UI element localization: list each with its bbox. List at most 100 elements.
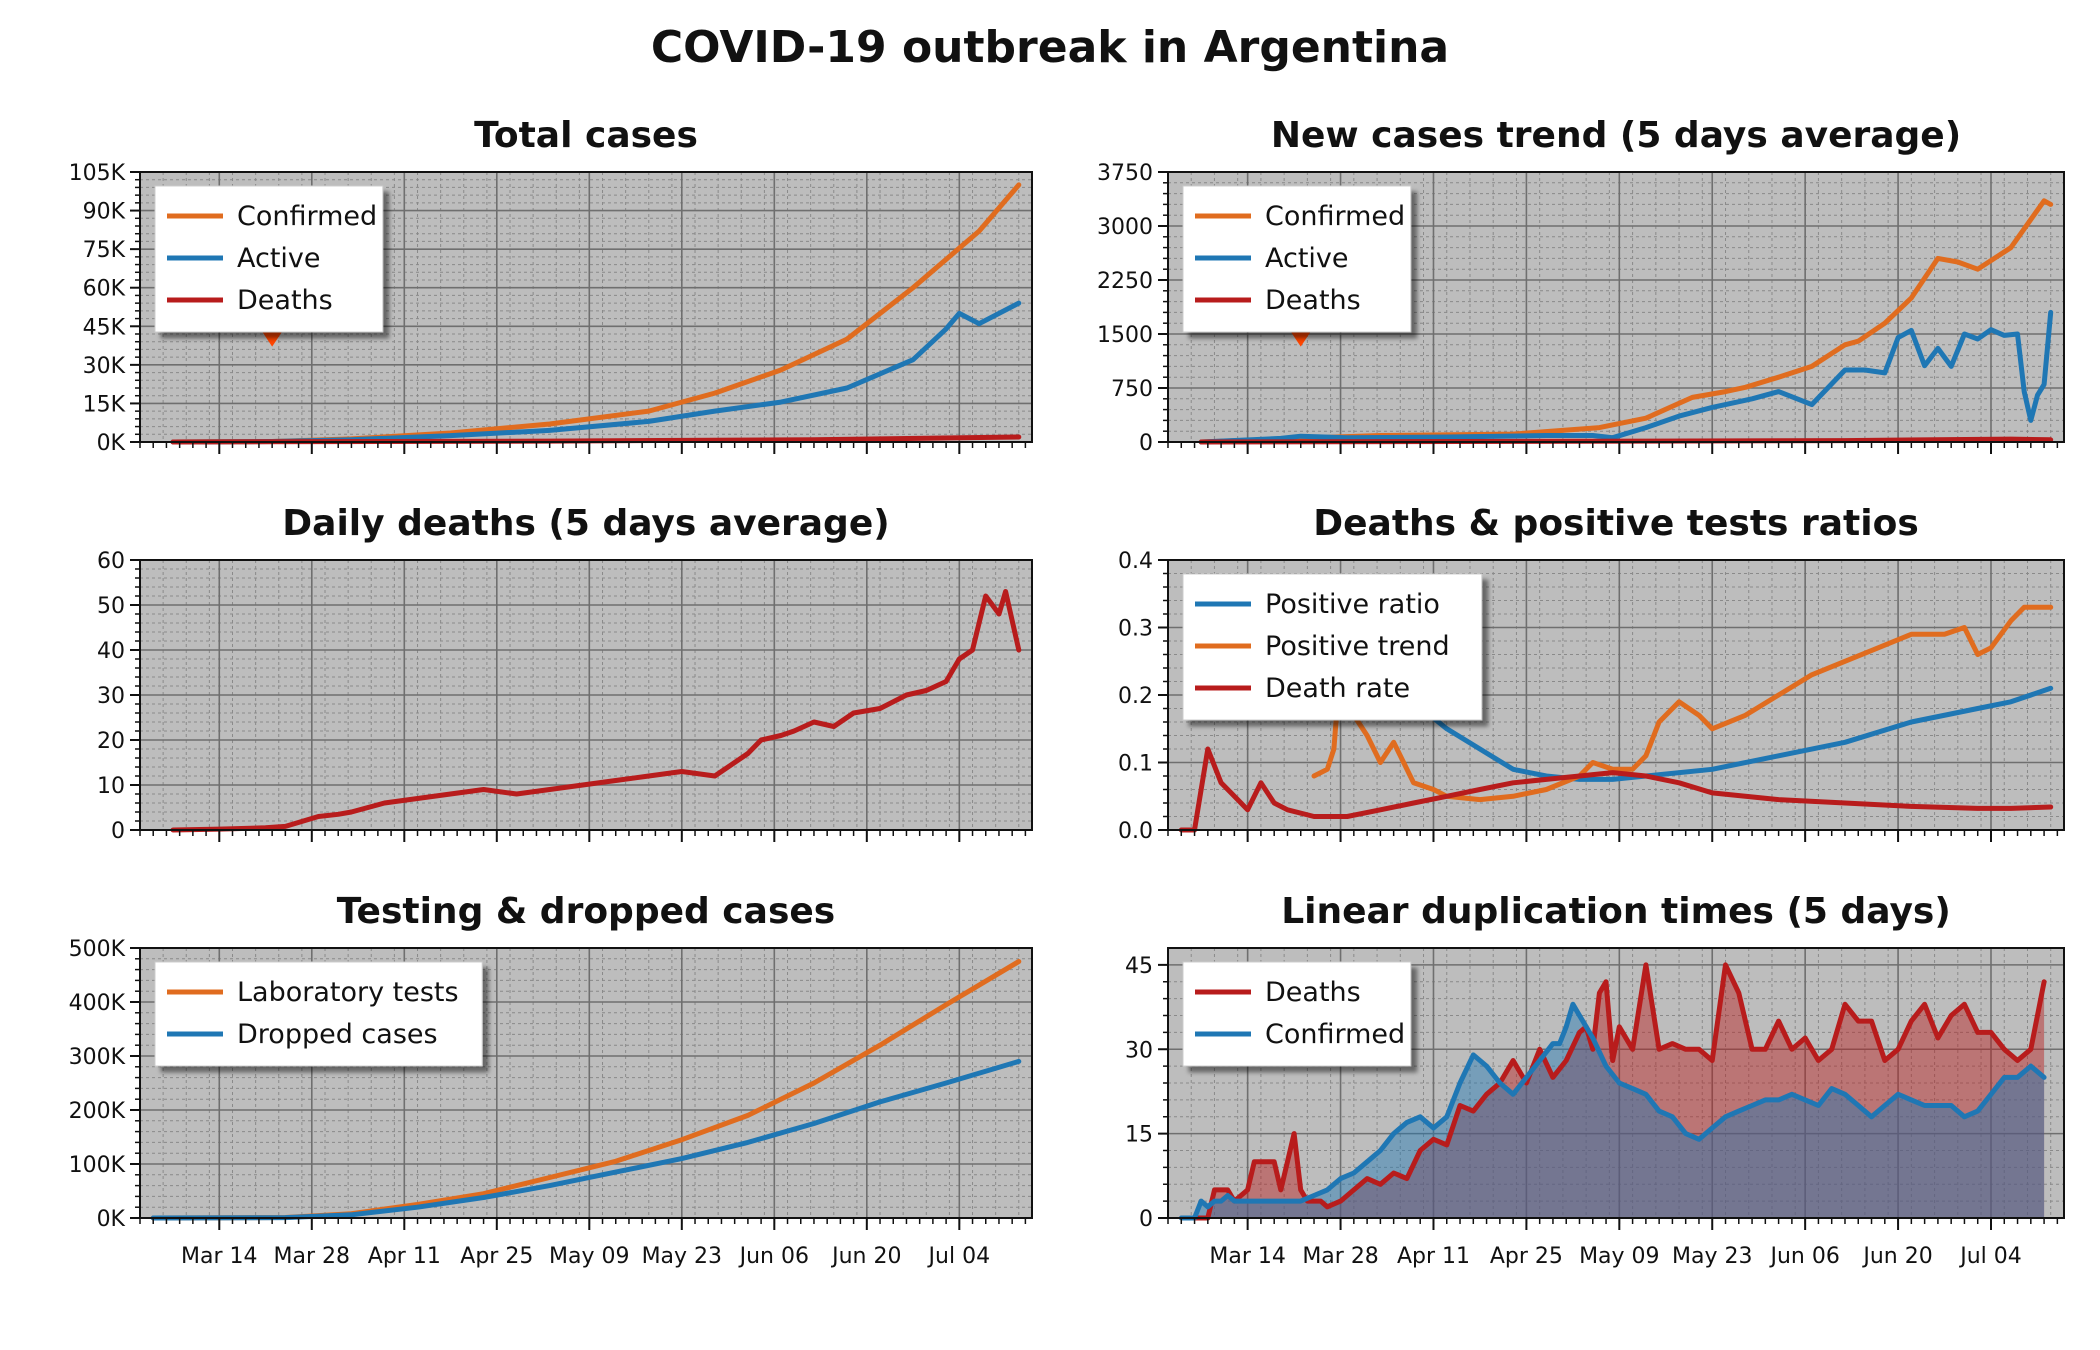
panel-total: 0K 15K 30K 45K 60K 75K 90K 105K Total cases Confi… xyxy=(69,115,1033,456)
panel-dailydeaths: 0 10 20 30 40 50 60 Daily deaths (5 days averag… xyxy=(97,503,1033,844)
y-tick-label: 60K xyxy=(83,277,126,302)
legend-label: Death rate xyxy=(1265,673,1410,704)
plot-frame xyxy=(139,171,1033,443)
legend-label: Positive ratio xyxy=(1265,589,1440,620)
y-tick-label: 90K xyxy=(83,200,126,225)
y-tick-label: 0.4 xyxy=(1118,549,1153,574)
x-tick-label: Apr 25 xyxy=(460,1244,533,1269)
series-line-dropped-cases xyxy=(150,1058,1022,1221)
panel-duplication: 0 15 30 45 Mar 14 Mar 28 Apr 11 Apr 25 May 09 May… xyxy=(1125,891,2065,1269)
y-tick-label: 0 xyxy=(1139,1207,1153,1232)
legend-box xyxy=(1182,961,1412,1067)
y-tick-label: 75K xyxy=(83,238,126,263)
series-line-deaths xyxy=(1192,962,2047,1221)
x-tick-label: Apr 25 xyxy=(1490,1244,1563,1269)
y-tick-label: 105K xyxy=(69,161,126,186)
y-tick-label: 0 xyxy=(111,819,125,844)
panel-title: New cases trend (5 days average) xyxy=(1271,115,1961,156)
x-tick-label: Mar 14 xyxy=(1209,1244,1286,1269)
y-tick-label: 60 xyxy=(97,549,125,574)
legend-label: Deaths xyxy=(1265,285,1361,316)
x-tick-label: Jul 04 xyxy=(1958,1244,2022,1269)
y-tick-label: 0K xyxy=(97,431,126,456)
y-tick-label: 0.0 xyxy=(1118,819,1153,844)
series-line-active xyxy=(170,300,1022,445)
series-line-confirmed xyxy=(1178,1001,2047,1221)
x-tick-label: Mar 14 xyxy=(181,1244,258,1269)
y-tick-label: 400K xyxy=(69,991,126,1016)
area-confirmed xyxy=(1181,1004,2045,1218)
x-tick-label: Jun 20 xyxy=(830,1244,901,1269)
panel-newcases: 0 750 1500 2250 3000 3750 New cases trend (5 d… xyxy=(1097,115,2065,456)
y-tick-label: 40 xyxy=(97,639,125,664)
panel-title: Linear duplication times (5 days) xyxy=(1281,891,1951,932)
plot-frame xyxy=(1167,171,2065,443)
y-tick-label: 20 xyxy=(97,729,125,754)
legend-box xyxy=(154,961,483,1067)
panel-title: Deaths & positive tests ratios xyxy=(1313,503,1919,544)
legend: Deaths Confirmed xyxy=(1182,961,1412,1067)
legend: Positive ratio Positive trend Death rate xyxy=(1182,573,1483,721)
y-tick-label: 30 xyxy=(97,684,125,709)
y-tick-label: 30K xyxy=(83,354,126,379)
y-tick-label: 45 xyxy=(1125,954,1153,979)
x-tick-label: May 09 xyxy=(549,1244,629,1269)
x-tick-label: Jun 20 xyxy=(1861,1244,1932,1269)
series-line-confirmed xyxy=(1198,198,2054,445)
series-line-positive-ratio xyxy=(1397,665,2054,782)
y-tick-label: 15 xyxy=(1125,1123,1153,1148)
figure-title: COVID-19 outbreak in Argentina xyxy=(651,22,1449,73)
y-tick-label: 3000 xyxy=(1097,215,1153,240)
y-tick-label: 15K xyxy=(83,392,126,417)
y-tick-label: 0.1 xyxy=(1118,752,1153,777)
legend-label: Positive trend xyxy=(1265,631,1450,662)
y-tick-label: 0.2 xyxy=(1118,684,1153,709)
x-tick-label: Jun 06 xyxy=(738,1244,809,1269)
legend: Confirmed Active Deaths xyxy=(1182,185,1412,333)
y-tick-label: 50 xyxy=(97,594,125,619)
x-tick-label: Apr 11 xyxy=(1397,1244,1470,1269)
legend-label: Deaths xyxy=(1265,977,1361,1008)
legend-label: Confirmed xyxy=(237,201,377,232)
y-tick-label: 45K xyxy=(83,315,126,340)
y-tick-label: 300K xyxy=(69,1045,126,1070)
y-tick-label: 0.3 xyxy=(1118,617,1153,642)
y-tick-label: 3750 xyxy=(1097,161,1153,186)
legend-label: Laboratory tests xyxy=(237,977,459,1008)
plot-frame xyxy=(139,947,1033,1219)
legend-label: Confirmed xyxy=(1265,201,1405,232)
panel-title: Daily deaths (5 days average) xyxy=(282,503,889,544)
y-tick-label: 2250 xyxy=(1097,269,1153,294)
panel-title: Testing & dropped cases xyxy=(337,891,835,932)
panel-title: Total cases xyxy=(474,115,698,156)
x-tick-label: Apr 11 xyxy=(368,1244,441,1269)
legend-label: Active xyxy=(237,243,321,274)
legend: Confirmed Active Deaths xyxy=(154,185,384,333)
y-tick-label: 30 xyxy=(1125,1038,1153,1063)
series-line-positive-trend xyxy=(1311,604,2054,803)
x-tick-label: Mar 28 xyxy=(1302,1244,1379,1269)
series-line-active xyxy=(1198,309,2054,445)
legend-label: Deaths xyxy=(237,285,333,316)
panel-testing: 0K 100K 200K 300K 400K 500K Mar 14 Mar 28 Apr 11… xyxy=(69,891,1033,1269)
legend-label: Dropped cases xyxy=(237,1019,438,1050)
x-tick-label: Jun 06 xyxy=(1768,1244,1839,1269)
series-line-death-rate xyxy=(1178,746,2054,833)
y-tick-label: 0 xyxy=(1139,431,1153,456)
legend: Laboratory tests Dropped cases xyxy=(154,961,483,1067)
area-deaths xyxy=(1194,964,2045,1218)
y-tick-label: 0K xyxy=(97,1207,126,1232)
series-line-daily-deaths xyxy=(170,589,1022,833)
y-tick-label: 750 xyxy=(1111,377,1153,402)
panel-ratios: 0.0 0.1 0.2 0.3 0.4 Deaths & positive tests r… xyxy=(1118,503,2065,844)
legend-label: Confirmed xyxy=(1265,1019,1405,1050)
x-tick-label: Jul 04 xyxy=(927,1244,991,1269)
x-tick-label: May 23 xyxy=(1672,1244,1752,1269)
x-tick-label: Mar 28 xyxy=(274,1244,351,1269)
y-tick-label: 1500 xyxy=(1097,323,1153,348)
x-tick-label: May 23 xyxy=(642,1244,722,1269)
y-tick-label: 200K xyxy=(69,1099,126,1124)
y-tick-label: 100K xyxy=(69,1153,126,1178)
